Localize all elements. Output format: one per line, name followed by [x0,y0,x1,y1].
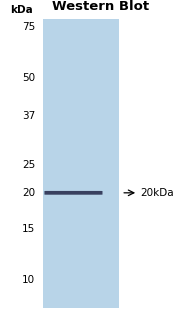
Text: 75: 75 [22,22,35,32]
Text: 10: 10 [22,275,35,285]
Text: 20kDa: 20kDa [140,188,173,198]
Text: Western Blot: Western Blot [52,0,149,13]
Text: 25: 25 [22,160,35,170]
Text: kDa: kDa [10,5,33,15]
Text: 20: 20 [22,188,35,198]
FancyBboxPatch shape [44,191,102,195]
Text: 15: 15 [22,224,35,234]
Bar [43,19,119,308]
Text: 37: 37 [22,111,35,121]
Text: 50: 50 [22,73,35,83]
